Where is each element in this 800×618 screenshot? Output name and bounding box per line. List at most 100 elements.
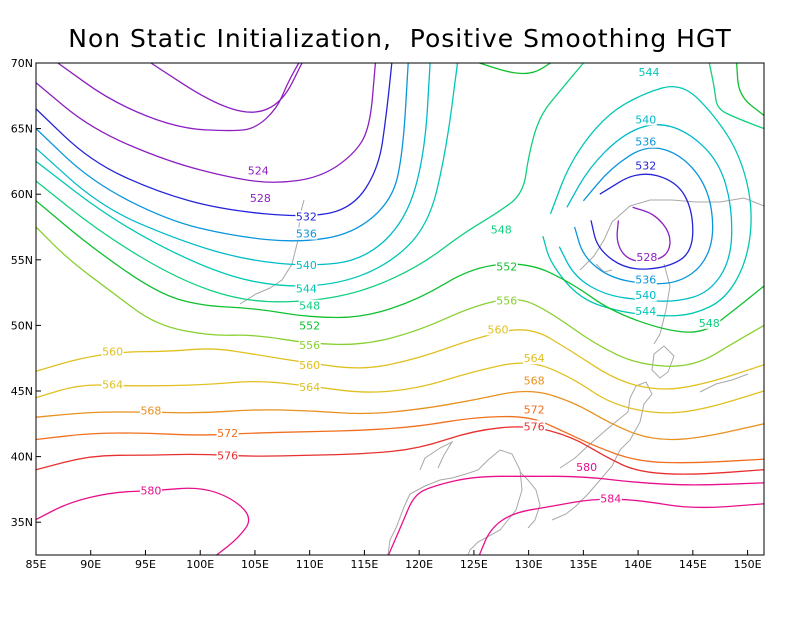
y-tick-label: 40N (11, 451, 33, 464)
contour-label-556: 556 (299, 339, 320, 352)
contour-label-572: 572 (524, 403, 545, 416)
contour-label-540: 540 (635, 113, 656, 126)
contour-label-bg (216, 449, 239, 462)
contour-label-528: 528 (636, 251, 657, 264)
contour-line-552 (735, 62, 765, 117)
contour-label-564: 564 (102, 378, 123, 391)
contour-label-bg (298, 358, 321, 371)
x-tick-label: 140E (624, 558, 652, 571)
contour-line-564 (35, 362, 765, 414)
contour-line-580 (387, 475, 765, 556)
contour-label-bg (634, 304, 657, 317)
x-tick-label: 150E (734, 558, 762, 571)
contour-line-552 (35, 200, 765, 333)
contour-label-536: 536 (635, 273, 656, 286)
contour-label-bg (523, 374, 546, 387)
contour-label-bg (634, 135, 657, 148)
contour-label-552: 552 (496, 260, 517, 273)
contour-label-bg (698, 316, 721, 329)
contour-layer (35, 62, 765, 556)
contour-label-bg (295, 227, 318, 240)
contour-label-bg (298, 339, 321, 352)
contour-line-532 (35, 62, 393, 217)
x-tick-label: 135E (569, 558, 597, 571)
y-tick-label: 45N (11, 385, 33, 398)
y-tick-label: 50N (11, 319, 33, 332)
contour-line-548 (35, 62, 584, 303)
contour-line-544 (35, 62, 459, 287)
x-tick-label: 115E (350, 558, 378, 571)
contour-label-556: 556 (496, 294, 517, 307)
contour-line-572 (35, 415, 765, 464)
map-frame (35, 62, 765, 556)
map-title: Non Static Initialization, Positive Smoo… (68, 24, 732, 53)
contour-label-bg (295, 259, 318, 272)
contour-line-552 (479, 62, 551, 75)
contour-line-568 (35, 390, 765, 441)
contour-line-548 (708, 62, 765, 130)
contour-label-bg (295, 282, 318, 295)
x-tick-label: 100E (186, 558, 214, 571)
contour-label-bg (247, 164, 270, 177)
contour-line-560 (35, 329, 765, 390)
contour-label-564: 564 (299, 381, 320, 394)
contour-label-bg (495, 260, 518, 273)
y-tick-label: 65N (11, 123, 33, 136)
contour-label-bg (634, 273, 657, 286)
y-axis: 35N 40N 45N 50N 55N 60N 65N 70N (11, 57, 41, 529)
contour-label-580: 580 (576, 461, 597, 474)
contour-label-bg (634, 289, 657, 302)
contour-label-bg (295, 210, 318, 223)
contour-label-536: 536 (635, 136, 656, 149)
contour-label-540: 540 (635, 289, 656, 302)
contour-label-544: 544 (639, 66, 660, 79)
contour-label-bg (634, 113, 657, 126)
contour-line-580 (35, 487, 250, 556)
contour-label-bg (634, 159, 657, 172)
contour-line-556 (35, 226, 765, 367)
contour-label-bg (495, 294, 518, 307)
contour-line-584 (478, 498, 765, 556)
contour-label-bg (523, 420, 546, 433)
contour-label-bg (139, 404, 162, 417)
contour-line-528 (616, 206, 671, 263)
contour-label-576: 576 (217, 449, 238, 462)
coastline-layer (239, 197, 765, 556)
x-tick-label: 85E (26, 558, 47, 571)
contour-label-552: 552 (299, 319, 320, 332)
y-tick-label: 60N (11, 188, 33, 201)
contour-label-572: 572 (217, 427, 238, 440)
coastline-russia-coast (579, 197, 765, 271)
contour-label-548: 548 (299, 300, 320, 313)
x-tick-label: 105E (241, 558, 269, 571)
y-tick-label: 70N (11, 57, 33, 70)
contour-label-536: 536 (296, 228, 317, 241)
contour-line-536 (573, 147, 714, 285)
contour-label-bg (490, 223, 513, 236)
contour-label-bg (101, 378, 124, 391)
contour-label-bg (216, 426, 239, 439)
contour-line-528 (35, 62, 377, 183)
coastline-china-korea (387, 449, 523, 556)
contour-label-576: 576 (524, 420, 545, 433)
contour-label-bg (298, 299, 321, 312)
contour-label-bg (298, 319, 321, 332)
contour-line-576 (35, 426, 765, 475)
contour-label-568: 568 (524, 375, 545, 388)
coastline-shandong (419, 440, 454, 471)
x-tick-label: 130E (515, 558, 543, 571)
x-tick-label: 110E (296, 558, 324, 571)
contour-label-bg (523, 352, 546, 365)
contour-label-bg (638, 66, 661, 79)
coastline-kuril (699, 373, 749, 393)
contour-line-524 (57, 62, 300, 132)
coastline-korea (519, 471, 541, 529)
contour-label-544: 544 (296, 283, 317, 296)
contour-label-548: 548 (491, 224, 512, 237)
contour-label-564: 564 (524, 352, 545, 365)
x-tick-label: 95E (135, 558, 156, 571)
coastline-sakhalin (653, 263, 671, 345)
contour-label-bg (523, 403, 546, 416)
coastline-japan (551, 381, 653, 521)
